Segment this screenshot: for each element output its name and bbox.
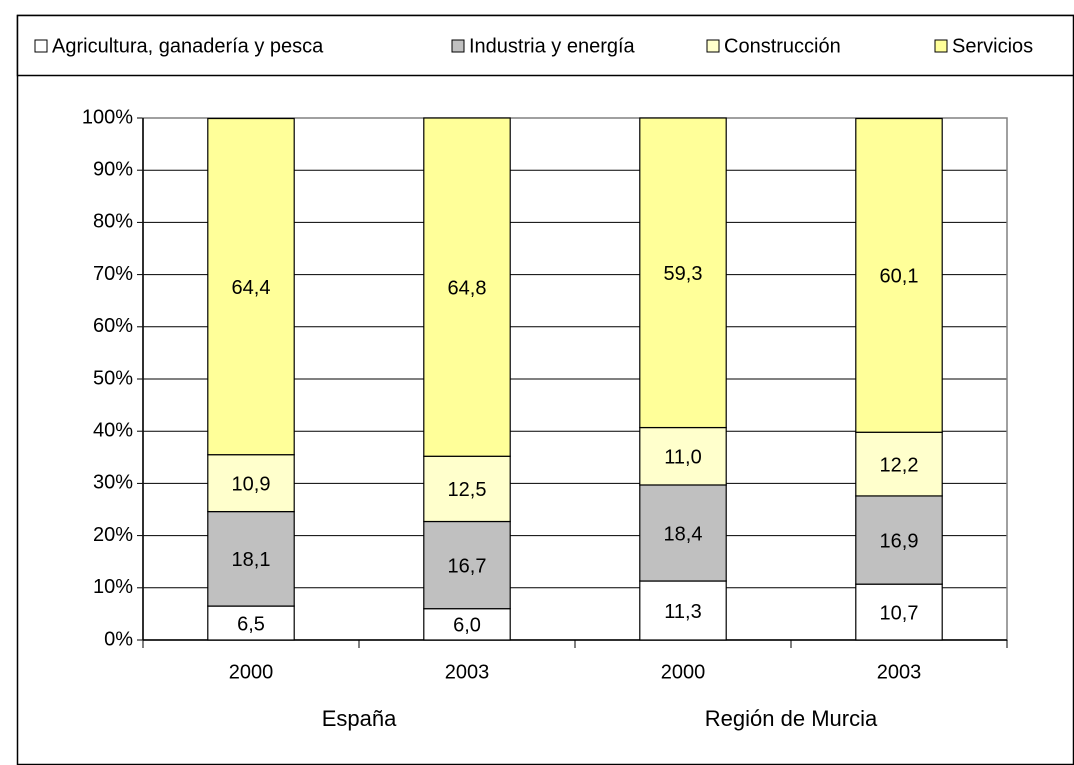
data-label: 11,0 <box>664 447 701 469</box>
bar-segment <box>423 117 511 457</box>
y-tick-label: 80% <box>93 211 133 233</box>
y-tick-label: 20% <box>93 524 133 546</box>
bar-segment <box>639 426 727 486</box>
y-tick-label: 10% <box>93 576 133 598</box>
legend-box <box>16 14 1074 77</box>
data-label: 10,7 <box>880 602 919 624</box>
data-label: 60,1 <box>880 266 919 288</box>
bar-segment <box>639 117 727 429</box>
data-label: 10,9 <box>232 473 271 495</box>
y-tick-label: 70% <box>93 263 133 285</box>
legend-label: Agricultura, ganadería y pesca <box>52 35 324 57</box>
legend-swatch <box>451 39 465 53</box>
bar-segment <box>855 495 943 585</box>
y-tick-label: 100% <box>82 106 133 128</box>
data-label: 18,4 <box>664 523 703 545</box>
bar-segment <box>855 431 943 497</box>
y-tick-label: 90% <box>93 158 133 180</box>
bar-segment <box>207 510 295 607</box>
data-label: 64,8 <box>448 277 487 299</box>
x-tick-label: 2003 <box>445 661 490 683</box>
group-label: España <box>322 706 397 731</box>
data-label: 12,2 <box>880 454 919 476</box>
legend-swatch <box>934 39 948 53</box>
y-tick-label: 0% <box>104 628 133 650</box>
bar-segment <box>639 484 727 582</box>
data-label: 59,3 <box>664 263 703 285</box>
y-tick-label: 30% <box>93 472 133 494</box>
data-label: 16,7 <box>448 555 487 577</box>
bar-segment <box>207 117 295 456</box>
y-tick-label: 60% <box>93 315 133 337</box>
x-tick-label: 2000 <box>661 661 706 683</box>
bar-segment <box>423 455 511 523</box>
legend-swatch <box>34 39 48 53</box>
data-label: 64,4 <box>232 277 271 299</box>
legend-swatch <box>706 39 720 53</box>
bar-segment <box>855 117 943 433</box>
legend-label: Servicios <box>952 35 1033 57</box>
bar-segment <box>639 580 727 641</box>
data-label: 6,0 <box>453 615 481 637</box>
legend-label: Construcción <box>724 35 841 57</box>
y-tick-label: 40% <box>93 419 133 441</box>
x-tick-label: 2003 <box>877 661 922 683</box>
data-label: 16,9 <box>880 530 919 552</box>
data-label: 11,3 <box>664 601 701 623</box>
data-label: 12,5 <box>448 479 487 501</box>
bar-segment <box>207 454 295 513</box>
group-label: Región de Murcia <box>705 706 878 731</box>
bar-segment <box>207 605 295 641</box>
data-label: 18,1 <box>232 549 271 571</box>
legend-label: Industria y energía <box>469 35 636 57</box>
bar-segment <box>423 520 511 610</box>
x-tick-label: 2000 <box>229 661 274 683</box>
data-label: 6,5 <box>237 613 265 635</box>
y-tick-label: 50% <box>93 367 133 389</box>
